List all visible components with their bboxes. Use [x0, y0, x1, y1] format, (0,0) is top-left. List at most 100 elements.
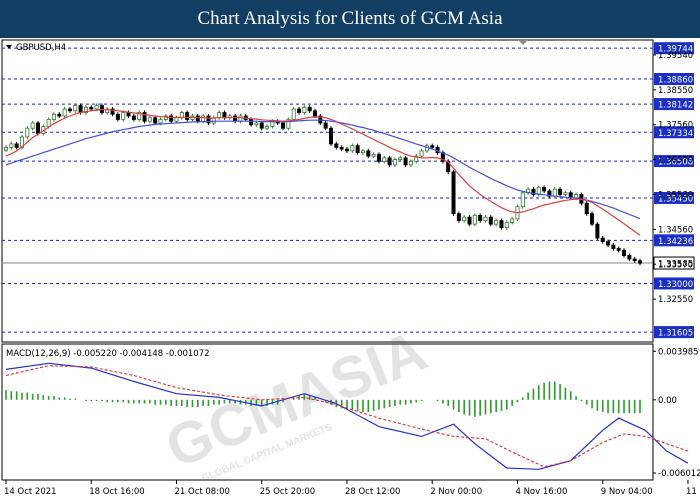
time-axis-label: 21 Oct 08:00 — [174, 487, 229, 497]
candle — [547, 188, 552, 199]
candle-body — [67, 108, 72, 112]
candle-body — [392, 159, 397, 166]
candle-body — [313, 110, 318, 117]
candle-body — [339, 146, 344, 150]
candle — [638, 258, 643, 266]
time-axis-label: 4 Nov 16:00 — [515, 487, 567, 497]
candle — [14, 141, 19, 150]
candle — [83, 105, 88, 115]
candle-body — [259, 122, 264, 129]
candle-body — [408, 160, 413, 166]
candle-body — [376, 153, 381, 162]
candle-body — [606, 241, 611, 246]
candle — [302, 105, 307, 115]
candle — [9, 141, 14, 150]
level-label-box — [654, 234, 694, 247]
candle — [328, 126, 333, 146]
candle-body — [51, 113, 56, 120]
candle-body — [366, 150, 371, 157]
candle — [323, 120, 328, 131]
candle-body — [131, 115, 136, 120]
candle — [254, 120, 259, 127]
candle-body — [238, 115, 243, 122]
candle — [89, 105, 94, 112]
time-axis-label: 28 Oct 12:00 — [345, 487, 400, 497]
price-axis-label: 1.39540 — [658, 51, 693, 61]
candle-body — [574, 194, 579, 199]
level-label: 1.36508 — [658, 158, 693, 168]
candle-body — [350, 145, 355, 152]
candle — [627, 253, 632, 262]
candle — [419, 148, 424, 159]
candle-body — [531, 188, 536, 195]
candle — [504, 220, 509, 230]
candle — [344, 147, 349, 153]
candle-body — [46, 119, 51, 127]
candle-body — [158, 119, 163, 124]
candle-body — [355, 145, 360, 154]
candle-body — [371, 153, 376, 157]
candle-body — [249, 119, 254, 126]
candle-body — [334, 143, 339, 148]
time-axis-label: 25 Oct 20:00 — [260, 487, 315, 497]
level-label: 1.38142 — [658, 101, 693, 111]
shift-marker-icon[interactable] — [518, 40, 528, 45]
candle-body — [233, 115, 238, 122]
time-axis-label: 18 Oct 16:00 — [89, 487, 144, 497]
current-price-label: 1.33585 — [658, 260, 693, 270]
candle-body — [638, 260, 643, 264]
candle — [472, 213, 477, 227]
candle — [169, 113, 174, 124]
candle — [206, 113, 211, 126]
collapse-arrow-icon[interactable] — [6, 45, 12, 49]
candle — [115, 112, 120, 122]
candle-body — [121, 112, 126, 120]
level-label-box — [654, 277, 694, 290]
candle-body — [222, 112, 227, 119]
candle-body — [430, 145, 435, 148]
level-label: 1.37334 — [658, 129, 693, 139]
candle-body — [328, 127, 333, 145]
candle-body — [217, 112, 222, 119]
candle — [51, 112, 56, 122]
candle-body — [382, 157, 387, 162]
level-label-box — [654, 98, 694, 111]
candle-body — [563, 192, 568, 195]
candle — [392, 157, 397, 167]
candle — [611, 242, 616, 251]
candle-body — [142, 112, 147, 122]
candle-body — [478, 215, 483, 222]
level-label: 1.38860 — [658, 76, 693, 86]
price-axis-label: 1.37560 — [658, 121, 693, 131]
level-label-box — [654, 42, 694, 55]
moving-average-fast — [5, 109, 641, 236]
candle — [488, 215, 493, 227]
candle — [382, 155, 387, 164]
candle-body — [115, 113, 120, 120]
candle — [153, 115, 158, 126]
level-label: 1.33000 — [658, 280, 693, 290]
candle-body — [163, 115, 168, 120]
chart-area: GCMASIA GLOBAL CAPITAL MARKETS 1.39744 1.… — [0, 38, 700, 500]
candle-body — [467, 216, 472, 225]
macd-axis-label: 0.00 — [658, 396, 677, 406]
candle-body — [62, 108, 67, 117]
candle — [137, 110, 142, 122]
price-axis-label: 1.32550 — [658, 295, 693, 305]
candle-body — [147, 117, 152, 122]
time-axis-label: 2 Nov 00:00 — [430, 487, 482, 497]
candle-body — [456, 213, 461, 222]
candle-body — [14, 143, 19, 148]
candle-body — [35, 122, 40, 134]
candle — [414, 154, 419, 164]
candle-body — [403, 157, 408, 166]
candle-body — [78, 105, 83, 113]
candle — [30, 120, 35, 131]
candle-body — [286, 119, 291, 129]
candle — [600, 236, 605, 244]
level-label: 1.34236 — [658, 237, 693, 247]
candle-body — [307, 106, 312, 112]
candle — [121, 110, 126, 122]
candle — [4, 145, 9, 153]
candle-body — [632, 258, 637, 262]
